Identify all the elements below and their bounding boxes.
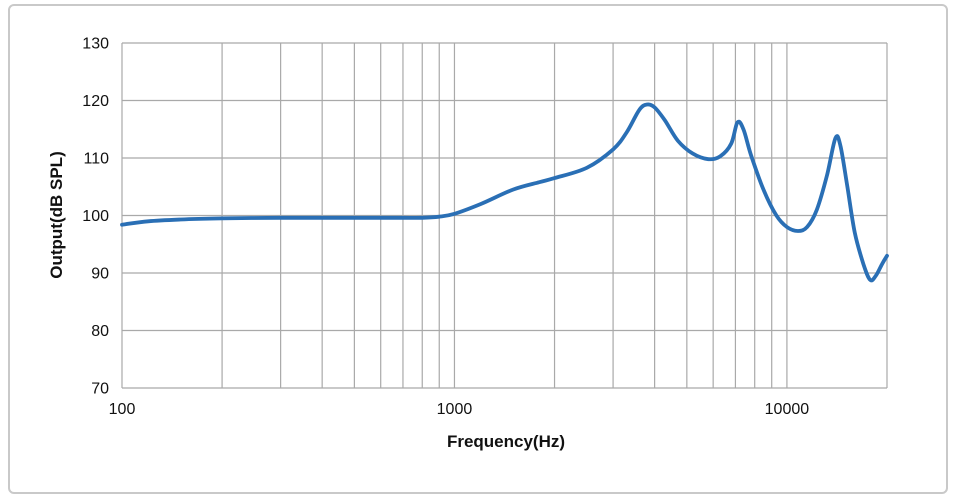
figure-border xyxy=(8,4,948,494)
y-axis-title: Output(dB SPL) xyxy=(47,151,66,279)
y-tick-label: 80 xyxy=(91,323,109,340)
x-tick-label: 10000 xyxy=(765,401,810,418)
y-tick-label: 100 xyxy=(82,208,109,225)
y-tick-label: 130 xyxy=(82,36,109,53)
x-tick-label: 100 xyxy=(109,401,136,418)
y-tick-label: 110 xyxy=(83,151,109,168)
x-tick-label: 1000 xyxy=(437,401,473,418)
y-tick-label: 120 xyxy=(82,93,109,110)
frequency-response-line xyxy=(120,102,889,283)
x-axis-title: Frequency(Hz) xyxy=(446,432,566,451)
y-tick-label: 90 xyxy=(91,266,109,283)
y-tick-label: 70 xyxy=(91,381,109,398)
